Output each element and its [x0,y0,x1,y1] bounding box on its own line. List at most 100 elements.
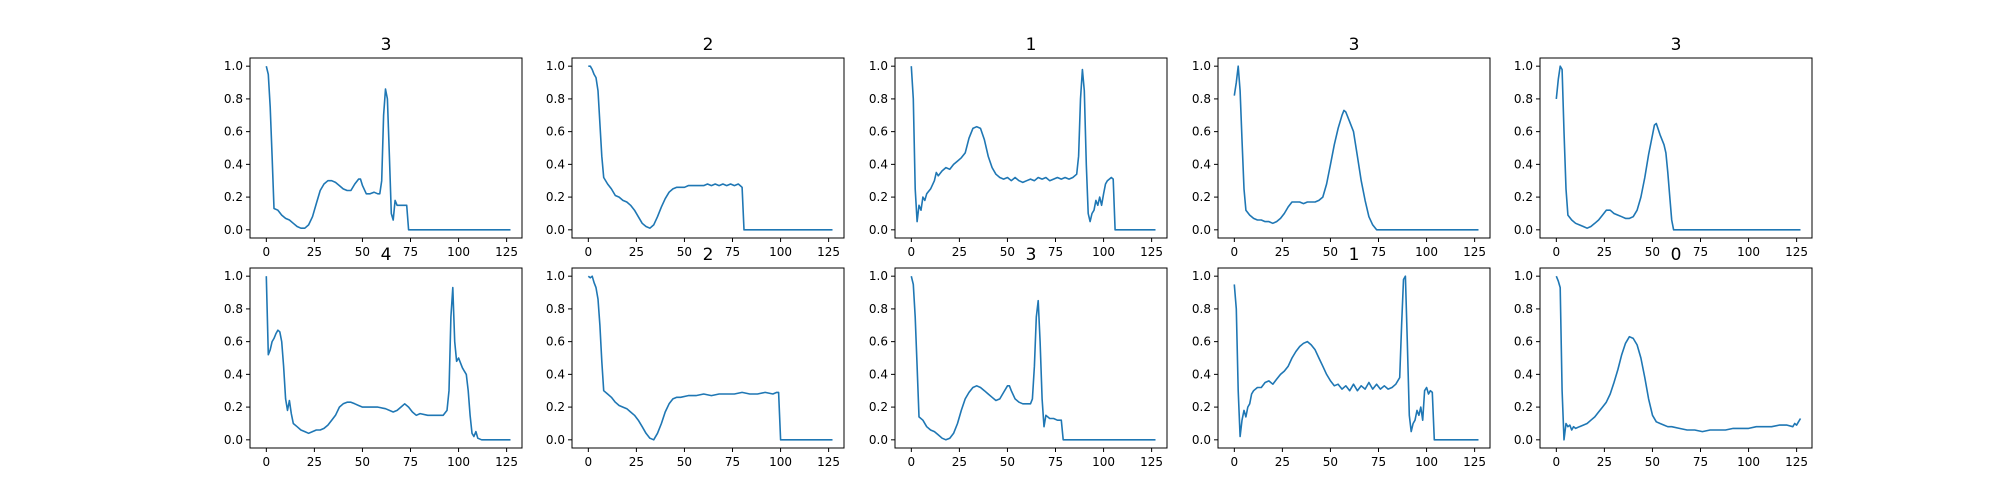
x-tick-label: 0 [263,455,271,469]
y-tick-label: 0.6 [1192,335,1211,349]
subplot-title: 2 [703,245,714,265]
y-tick-label: 0.4 [1192,367,1211,381]
x-tick-label: 25 [307,455,322,469]
x-tick-label: 125 [495,245,518,259]
subplot-3: 0 25 50 75 100 125 0.0 0.2 0.4 0.6 0.8 1.0 1 [869,35,1168,259]
series-line [1555,275,1802,441]
subplot-9: 0 25 50 75 100 125 0.0 0.2 0.4 0.6 0.8 1.0 1 [1192,245,1491,469]
x-tick-label: 125 [1463,455,1486,469]
x-tick-label: 75 [725,245,740,259]
subplot-title: 3 [1026,245,1037,265]
plot-area-frame [249,267,523,449]
y-tick-label: 0.0 [1192,433,1211,447]
x-tick-label: 25 [952,455,967,469]
y-tick-label: 0.0 [546,433,565,447]
subplot-title: 3 [381,35,392,55]
x-tick-label: 25 [952,245,967,259]
y-tick-label: 0.2 [546,190,565,204]
x-tick-label: 0 [908,455,916,469]
subplot-title: 4 [381,245,392,265]
x-tick-label: 25 [1597,455,1612,469]
x-tick-label: 100 [447,455,470,469]
x-tick-label: 100 [1737,455,1760,469]
plot-area-frame [1217,267,1491,449]
x-tick-label: 75 [1693,245,1708,259]
x-tick-label: 0 [1553,245,1561,259]
x-tick-label: 75 [1371,245,1386,259]
y-tick-label: 1.0 [546,269,565,283]
subplot-title: 0 [1671,245,1682,265]
x-tick-label: 75 [403,455,418,469]
x-tick-label: 125 [1785,245,1808,259]
subplot-title: 1 [1026,35,1037,55]
y-tick-label: 0.4 [546,367,565,381]
series-line [910,66,1156,231]
y-tick-label: 0.8 [1192,302,1211,316]
y-tick-label: 1.0 [224,59,243,73]
y-tick-label: 0.4 [1514,367,1533,381]
x-tick-label: 25 [307,245,322,259]
plot-area-frame [894,267,1168,449]
y-tick-label: 0.6 [1192,125,1211,139]
y-tick-label: 0.8 [546,92,565,106]
x-tick-label: 75 [403,245,418,259]
x-tick-label: 0 [585,245,593,259]
plot-area-frame [571,267,845,449]
plot-area-frame [894,57,1168,239]
x-tick-label: 25 [1597,245,1612,259]
subplot-8: 0 25 50 75 100 125 0.0 0.2 0.4 0.6 0.8 1.0 3 [869,245,1168,469]
subplot-5: 0 25 50 75 100 125 0.0 0.2 0.4 0.6 0.8 1.0 3 [1514,35,1813,259]
y-tick-label: 0.2 [869,190,888,204]
y-tick-label: 0.8 [1514,92,1533,106]
y-tick-label: 0.6 [1514,125,1533,139]
y-tick-label: 0.0 [869,433,888,447]
subplot-title: 3 [1671,35,1682,55]
y-tick-label: 0.8 [224,92,243,106]
subplot-4: 0 25 50 75 100 125 0.0 0.2 0.4 0.6 0.8 1.0 3 [1192,35,1491,259]
x-tick-label: 75 [1371,455,1386,469]
x-tick-label: 50 [1645,455,1660,469]
subplot-title: 2 [703,35,714,55]
x-tick-label: 125 [495,455,518,469]
y-tick-label: 0.0 [1514,223,1533,237]
x-tick-label: 125 [817,455,840,469]
x-tick-label: 75 [725,455,740,469]
y-tick-label: 0.4 [869,157,888,171]
series-line [1233,275,1479,441]
y-tick-label: 0.6 [869,335,888,349]
series-line [1555,65,1801,231]
subplot-7: 0 25 50 75 100 125 0.0 0.2 0.4 0.6 0.8 1.0 2 [546,245,845,469]
subplot-10: 0 25 50 75 100 125 0.0 0.2 0.4 0.6 0.8 1.0 0 [1514,245,1813,469]
y-tick-label: 0.0 [1192,223,1211,237]
x-tick-label: 125 [1463,245,1486,259]
x-tick-label: 125 [1140,455,1163,469]
y-tick-label: 1.0 [1514,269,1533,283]
x-tick-label: 100 [1092,245,1115,259]
plot-area-frame [1539,267,1813,449]
y-tick-label: 0.0 [224,433,243,447]
x-tick-label: 0 [263,245,271,259]
y-tick-label: 0.2 [224,190,243,204]
x-tick-label: 50 [355,245,370,259]
y-tick-label: 1.0 [1192,59,1211,73]
x-tick-label: 100 [769,245,792,259]
y-tick-label: 0.6 [224,335,243,349]
subplot-2: 0 25 50 75 100 125 0.0 0.2 0.4 0.6 0.8 1.0 2 [546,35,845,259]
x-tick-label: 0 [1231,455,1239,469]
y-tick-label: 0.8 [1192,92,1211,106]
series-line [265,66,511,231]
x-tick-label: 100 [1415,455,1438,469]
x-tick-label: 0 [908,245,916,259]
series-line [587,275,833,441]
x-tick-label: 50 [677,245,692,259]
y-tick-label: 0.8 [1514,302,1533,316]
x-tick-label: 75 [1693,455,1708,469]
y-tick-label: 0.6 [224,125,243,139]
x-tick-label: 25 [1275,245,1290,259]
y-tick-label: 1.0 [1514,59,1533,73]
x-tick-label: 50 [1645,245,1660,259]
y-tick-label: 0.6 [546,125,565,139]
x-tick-label: 25 [1275,455,1290,469]
y-tick-label: 0.0 [1514,433,1533,447]
